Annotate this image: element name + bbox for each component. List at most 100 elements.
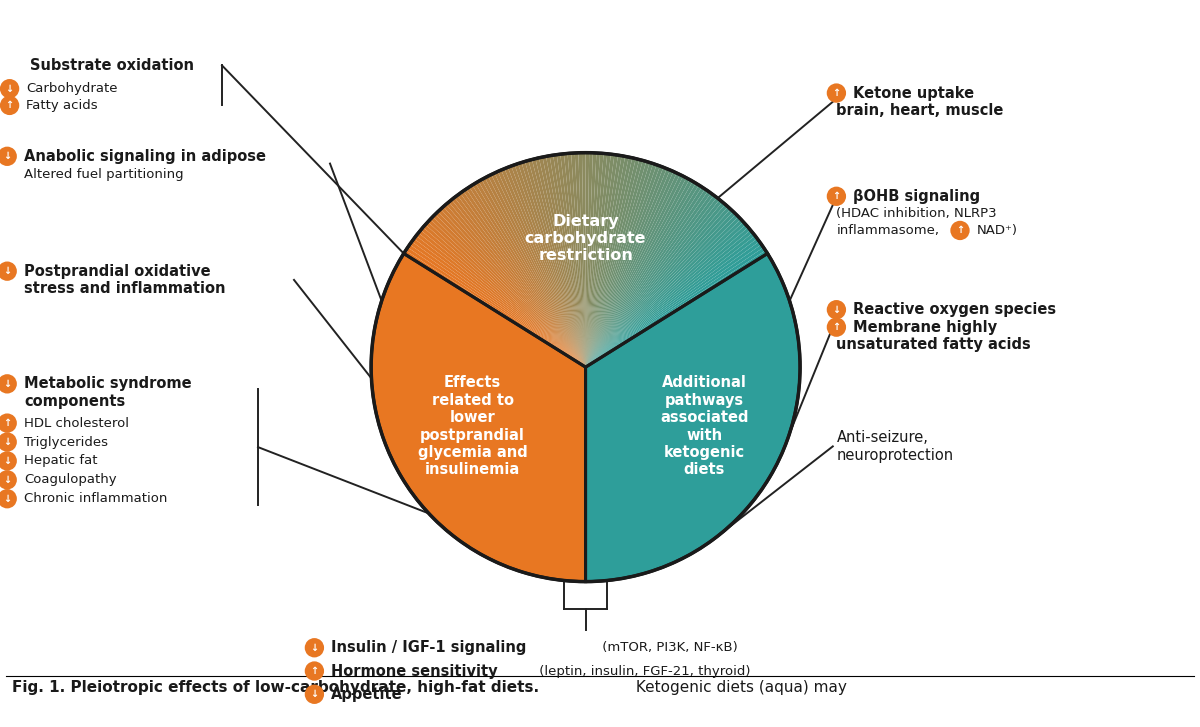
Wedge shape: [586, 173, 680, 367]
Text: Carbohydrate: Carbohydrate: [26, 82, 118, 95]
Wedge shape: [424, 225, 586, 367]
Text: neuroprotection: neuroprotection: [836, 448, 954, 462]
Wedge shape: [586, 185, 702, 367]
Text: stress and inflammation: stress and inflammation: [24, 281, 226, 296]
Wedge shape: [586, 183, 698, 367]
Circle shape: [0, 262, 17, 281]
Text: (leptin, insulin, FGF-21, thyroid): (leptin, insulin, FGF-21, thyroid): [535, 664, 751, 678]
Wedge shape: [586, 209, 733, 367]
Text: Substrate oxidation: Substrate oxidation: [30, 58, 194, 73]
Wedge shape: [586, 153, 589, 367]
Wedge shape: [586, 233, 755, 367]
Wedge shape: [419, 230, 586, 367]
Wedge shape: [425, 222, 586, 367]
Text: components: components: [24, 394, 125, 409]
Text: Chronic inflammation: Chronic inflammation: [24, 492, 167, 505]
Wedge shape: [553, 155, 586, 367]
Circle shape: [0, 79, 19, 98]
Wedge shape: [586, 214, 738, 367]
Wedge shape: [586, 166, 664, 367]
Text: Metabolic syndrome: Metabolic syndrome: [24, 377, 192, 391]
Circle shape: [0, 147, 17, 166]
Wedge shape: [511, 165, 586, 367]
Circle shape: [0, 414, 17, 433]
Text: ↑: ↑: [956, 225, 964, 236]
Wedge shape: [406, 247, 586, 367]
Wedge shape: [586, 180, 692, 367]
Text: ↓: ↓: [4, 437, 11, 447]
Wedge shape: [455, 196, 586, 367]
Circle shape: [0, 374, 17, 393]
Text: Ketone uptake: Ketone uptake: [853, 86, 974, 100]
Wedge shape: [586, 204, 728, 367]
Wedge shape: [449, 200, 586, 367]
Wedge shape: [481, 178, 586, 367]
Wedge shape: [586, 154, 614, 367]
Text: Anti-seizure,: Anti-seizure,: [836, 430, 929, 445]
Text: (HDAC inhibition, NLRP3: (HDAC inhibition, NLRP3: [836, 206, 997, 220]
Wedge shape: [582, 153, 586, 367]
Text: brain, heart, muscle: brain, heart, muscle: [836, 103, 1003, 118]
Wedge shape: [586, 238, 760, 367]
Text: Postprandial oxidative: Postprandial oxidative: [24, 264, 211, 278]
Text: ↓: ↓: [4, 379, 11, 389]
Text: ↓: ↓: [4, 475, 11, 485]
Circle shape: [827, 187, 846, 206]
Text: Hormone sensitivity: Hormone sensitivity: [331, 664, 498, 678]
Wedge shape: [586, 212, 736, 367]
Wedge shape: [502, 169, 586, 367]
Text: Effects
related to
lower
postprandial
glycemia and
insulinemia: Effects related to lower postprandial gl…: [418, 375, 528, 478]
Text: Additional
pathways
associated
with
ketogenic
diets: Additional pathways associated with keto…: [660, 375, 749, 478]
Wedge shape: [515, 164, 586, 367]
Circle shape: [827, 84, 846, 103]
Wedge shape: [586, 159, 643, 367]
Circle shape: [0, 489, 17, 508]
Wedge shape: [586, 164, 656, 367]
Wedge shape: [586, 244, 763, 367]
Wedge shape: [586, 250, 768, 367]
Text: Reactive oxygen species: Reactive oxygen species: [853, 302, 1056, 317]
Text: Fig. 1. Pleiotropic effects of low-carbohydrate, high-fat diets.: Fig. 1. Pleiotropic effects of low-carbo…: [12, 680, 539, 694]
Wedge shape: [461, 191, 586, 367]
Wedge shape: [568, 153, 586, 367]
Wedge shape: [586, 153, 607, 367]
Wedge shape: [560, 154, 586, 367]
Circle shape: [305, 638, 324, 657]
Text: ↑: ↑: [833, 88, 840, 98]
Circle shape: [827, 318, 846, 337]
Circle shape: [0, 433, 17, 451]
Wedge shape: [586, 170, 673, 367]
Wedge shape: [498, 170, 586, 367]
Wedge shape: [586, 165, 660, 367]
Wedge shape: [488, 174, 586, 367]
Wedge shape: [504, 167, 586, 367]
Wedge shape: [546, 156, 586, 367]
Wedge shape: [491, 173, 586, 367]
Wedge shape: [571, 153, 586, 367]
Wedge shape: [466, 187, 586, 367]
Text: ↓: ↓: [833, 305, 840, 315]
Text: Dietary
carbohydrate
restriction: Dietary carbohydrate restriction: [524, 214, 647, 263]
Wedge shape: [557, 154, 586, 367]
Wedge shape: [473, 183, 586, 367]
Wedge shape: [431, 217, 586, 367]
Wedge shape: [475, 181, 586, 367]
Wedge shape: [535, 158, 586, 367]
Text: HDL cholesterol: HDL cholesterol: [24, 417, 130, 430]
Circle shape: [827, 300, 846, 319]
Circle shape: [0, 470, 17, 489]
Wedge shape: [586, 230, 752, 367]
Wedge shape: [433, 214, 586, 367]
Circle shape: [0, 96, 19, 115]
Wedge shape: [436, 212, 586, 367]
Wedge shape: [586, 153, 593, 367]
Wedge shape: [508, 166, 586, 367]
Wedge shape: [443, 204, 586, 367]
Wedge shape: [446, 202, 586, 367]
Text: Hepatic fat: Hepatic fat: [24, 454, 97, 467]
Wedge shape: [485, 176, 586, 367]
Wedge shape: [550, 155, 586, 367]
Wedge shape: [586, 191, 710, 367]
Wedge shape: [586, 196, 716, 367]
Wedge shape: [524, 161, 586, 367]
